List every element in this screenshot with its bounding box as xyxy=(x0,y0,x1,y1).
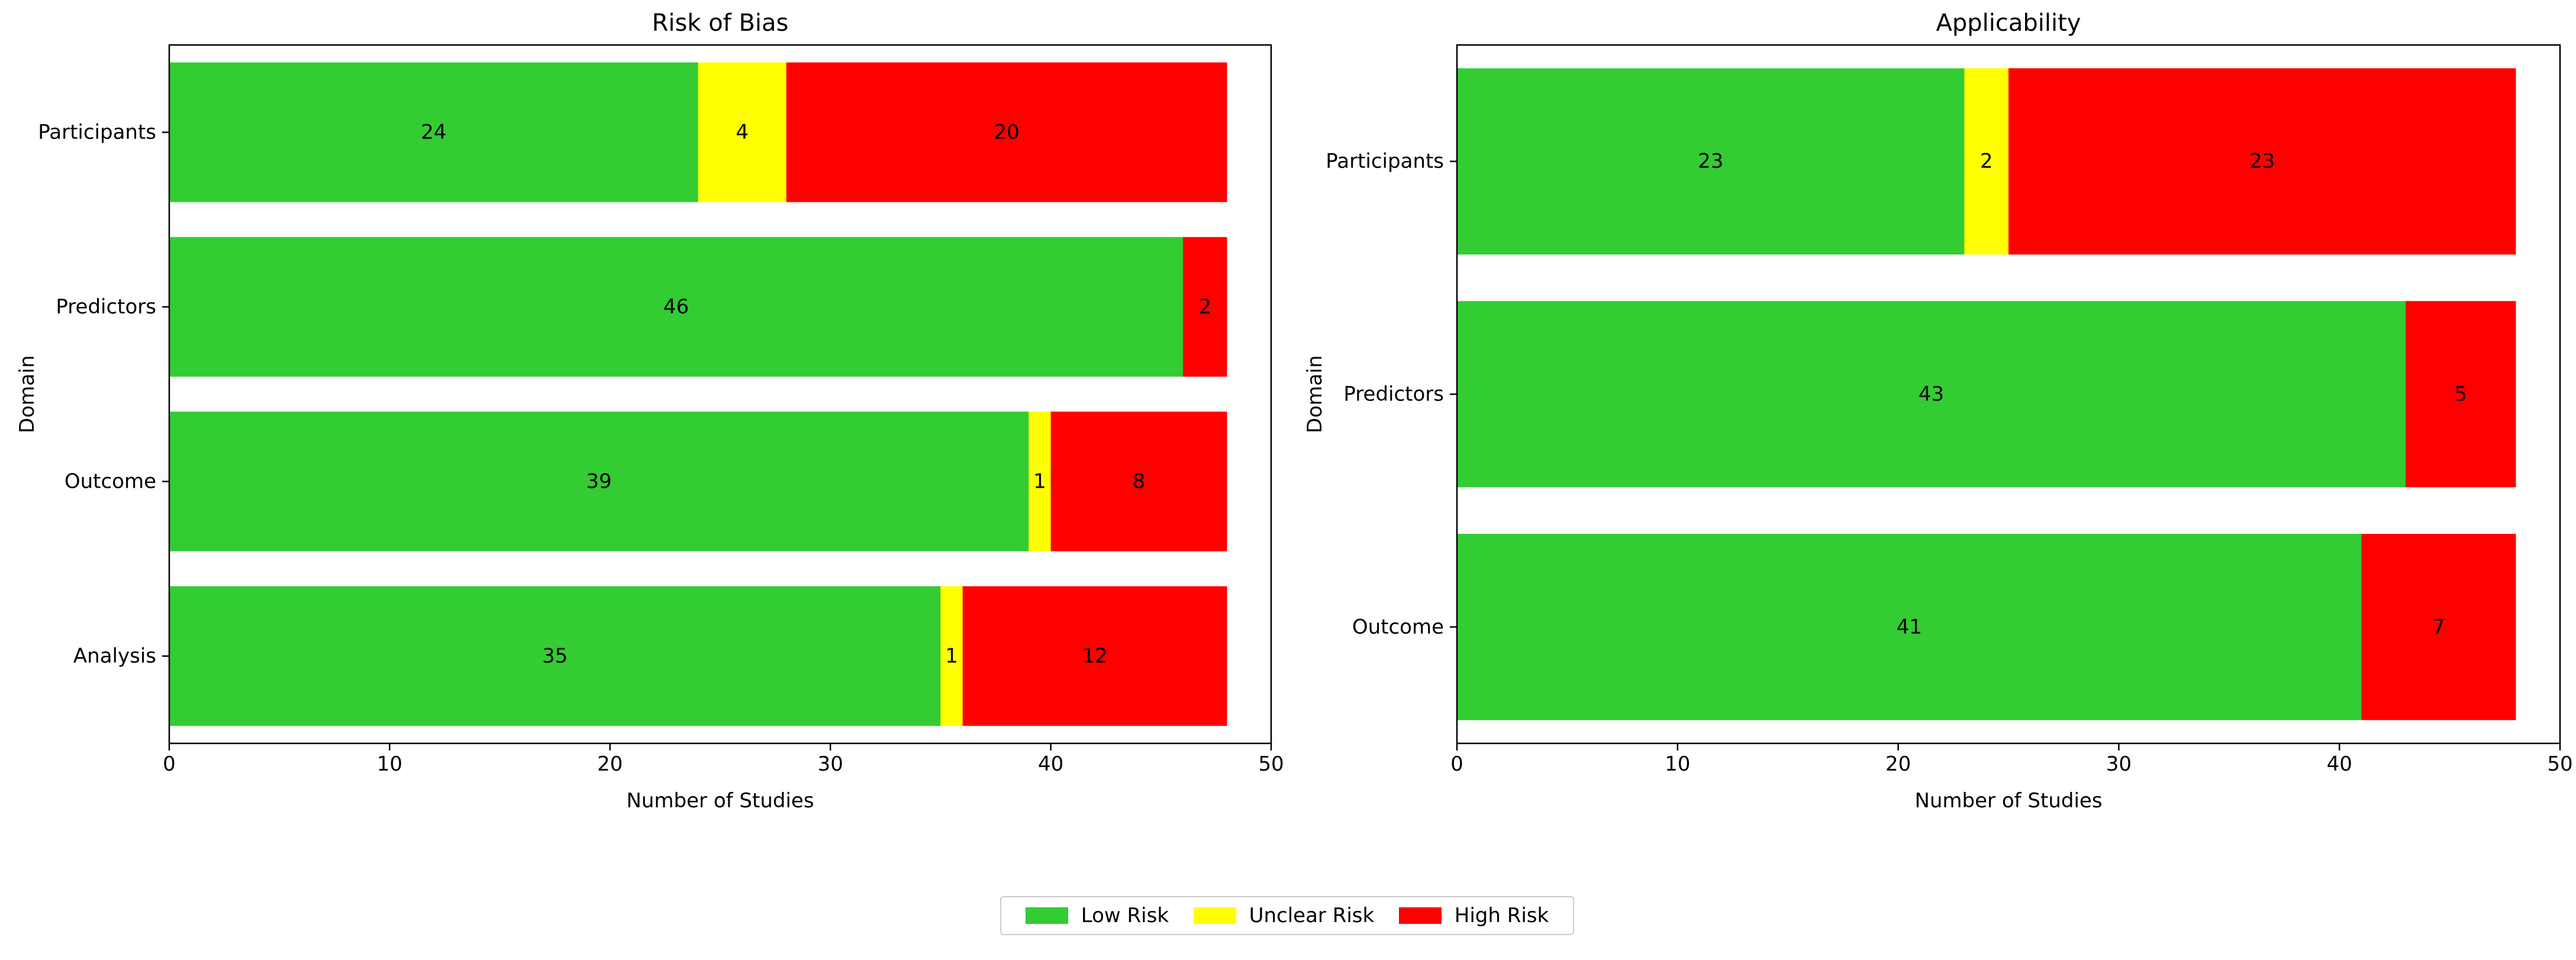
y-tick-label-participants: Participants xyxy=(1326,150,1444,173)
x-tick-label: 40 xyxy=(2327,752,2352,776)
x-tick-label: 20 xyxy=(1885,752,1911,776)
x-tick-label: 30 xyxy=(818,752,843,776)
data-label-outcome-high: 7 xyxy=(2432,615,2445,639)
data-label-analysis-high: 12 xyxy=(1082,645,1107,668)
bar-analysis-high xyxy=(962,586,1227,726)
y-tick-label-predictors: Predictors xyxy=(1343,382,1444,406)
bar-predictors-high xyxy=(1183,237,1227,377)
chart-panel-applicability: 23 2 23 43 5 41 7 0 10 20 30 40 50 Participants Predic… xyxy=(1303,9,2573,813)
legend-item-high-risk: High Risk xyxy=(1398,904,1549,927)
x-tick-label: 50 xyxy=(2547,752,2572,776)
y-tick-label-participants: Participants xyxy=(38,121,156,144)
legend-swatch-high-risk xyxy=(1398,907,1442,924)
data-label-outcome-low: 41 xyxy=(1897,615,1922,639)
legend-item-low-risk: Low Risk xyxy=(1025,904,1169,927)
y-tick-label-predictors: Predictors xyxy=(56,295,156,319)
chart-title: Risk of Bias xyxy=(652,9,789,37)
data-label-participants-high: 20 xyxy=(994,121,1019,144)
data-label-outcome-unclear: 1 xyxy=(1033,470,1046,494)
bar-outcome-low xyxy=(1457,534,2362,720)
x-tick-label: 30 xyxy=(2106,752,2132,776)
data-label-participants-high: 23 xyxy=(2249,150,2275,173)
y-axis-label: Domain xyxy=(1303,355,1327,433)
data-label-analysis-low: 35 xyxy=(542,645,568,668)
legend-swatch-unclear-risk xyxy=(1193,907,1236,924)
x-tick-label: 0 xyxy=(1450,752,1463,776)
y-axis-label: Domain xyxy=(15,355,39,433)
y-tick-label-analysis: Analysis xyxy=(73,645,156,668)
bar-analysis-unclear xyxy=(940,586,963,726)
data-label-predictors-high: 2 xyxy=(1198,295,1211,319)
data-label-analysis-unclear: 1 xyxy=(945,645,958,668)
legend-item-unclear-risk: Unclear Risk xyxy=(1193,904,1375,927)
bar-participants-high xyxy=(786,62,1227,202)
bar-outcome-low xyxy=(169,411,1029,552)
data-label-outcome-low: 39 xyxy=(586,470,612,494)
legend-label-unclear-risk: Unclear Risk xyxy=(1249,904,1375,927)
bar-participants-low xyxy=(169,62,698,202)
data-label-participants-low: 24 xyxy=(421,121,446,144)
x-tick-label: 40 xyxy=(1038,752,1063,776)
x-axis-label: Number of Studies xyxy=(1914,789,2102,813)
bar-predictors-low xyxy=(1457,301,2406,488)
x-tick-label: 10 xyxy=(377,752,402,776)
x-axis-label: Number of Studies xyxy=(626,789,814,813)
chart-title: Applicability xyxy=(1936,9,2081,37)
bar-predictors-high xyxy=(2406,301,2516,488)
data-label-participants-unclear: 2 xyxy=(1980,150,1993,173)
legend-label-high-risk: High Risk xyxy=(1454,904,1549,927)
bar-participants-low xyxy=(1457,68,1965,255)
bar-analysis-low xyxy=(169,586,941,726)
bar-predictors-low xyxy=(169,237,1184,377)
data-label-predictors-high: 5 xyxy=(2454,382,2467,406)
x-tick-label: 0 xyxy=(163,752,176,776)
data-label-participants-low: 23 xyxy=(1698,150,1723,173)
y-tick-label-outcome: Outcome xyxy=(1352,615,1444,639)
bar-participants-unclear xyxy=(1964,68,2008,255)
legend-label-low-risk: Low Risk xyxy=(1081,904,1169,927)
bar-outcome-high xyxy=(1050,411,1227,552)
x-tick-label: 50 xyxy=(1258,752,1284,776)
data-label-predictors-low: 43 xyxy=(1919,382,1944,406)
x-tick-label: 10 xyxy=(1665,752,1690,776)
plot-frame xyxy=(168,44,1272,745)
legend-swatch-low-risk xyxy=(1025,907,1068,924)
bar-participants-high xyxy=(2008,68,2516,255)
data-label-predictors-low: 46 xyxy=(663,295,689,319)
data-label-participants-unclear: 4 xyxy=(736,121,749,144)
y-tick-label-outcome: Outcome xyxy=(65,470,156,494)
bar-outcome-unclear xyxy=(1029,411,1051,552)
bar-outcome-high xyxy=(2361,534,2516,720)
legend: Low Risk Unclear Risk High Risk xyxy=(1000,896,1574,935)
x-tick-label: 20 xyxy=(597,752,623,776)
data-label-outcome-high: 8 xyxy=(1133,470,1146,494)
bar-participants-unclear xyxy=(698,62,786,202)
chart-panel-risk-of-bias: 24 4 20 46 2 39 1 8 35 1 12 0 10 20 30 40 50 Participants… xyxy=(15,9,1284,813)
